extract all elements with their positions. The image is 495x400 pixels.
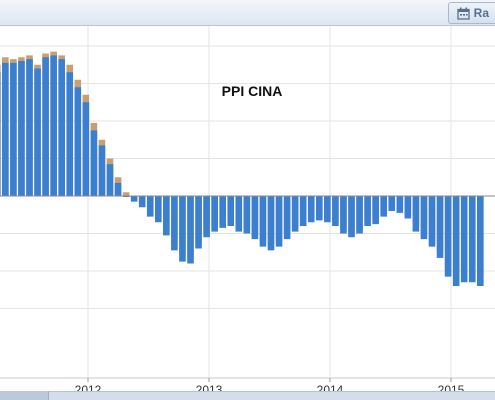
actual-bar[interactable] — [98, 145, 106, 196]
actual-bar[interactable] — [138, 196, 146, 208]
actual-bar[interactable] — [18, 61, 25, 196]
actual-bar[interactable] — [380, 196, 387, 217]
actual-bar[interactable] — [219, 196, 226, 228]
actual-bar[interactable] — [299, 196, 307, 226]
actual-bar[interactable] — [227, 196, 235, 226]
actual-bar[interactable] — [412, 196, 420, 232]
actual-bar[interactable] — [235, 196, 243, 232]
actual-bar[interactable] — [243, 196, 251, 234]
actual-bar[interactable] — [275, 196, 283, 247]
actual-bar[interactable] — [468, 196, 476, 283]
actual-bar[interactable] — [34, 68, 41, 197]
actual-bar[interactable] — [452, 196, 460, 286]
actual-bar[interactable] — [372, 196, 379, 225]
navigator-handle[interactable] — [0, 391, 49, 400]
actual-bar[interactable] — [58, 59, 65, 196]
actual-bar[interactable] — [10, 62, 17, 196]
actual-bar[interactable] — [283, 196, 291, 240]
actual-bar[interactable] — [146, 196, 154, 217]
actual-bar[interactable] — [460, 196, 468, 283]
actual-bar[interactable] — [187, 196, 194, 264]
actual-bar[interactable] — [307, 196, 315, 223]
actual-bar[interactable] — [364, 196, 371, 226]
actual-bar[interactable] — [106, 164, 114, 196]
actual-bar[interactable] — [50, 55, 57, 196]
actual-bar[interactable] — [332, 196, 339, 226]
calendar-icon — [457, 7, 470, 20]
bar-chart: PPI CINA 2012 2013 2014 2015 — [0, 26, 495, 397]
bars — [0, 51, 484, 286]
actual-bar[interactable] — [195, 196, 202, 249]
actual-bar[interactable] — [436, 196, 444, 258]
actual-bar[interactable] — [171, 196, 178, 251]
actual-bar[interactable] — [251, 196, 259, 240]
actual-bar[interactable] — [404, 196, 412, 219]
actual-bar[interactable] — [396, 196, 404, 213]
actual-bar[interactable] — [356, 196, 363, 234]
actual-bar[interactable] — [211, 196, 218, 232]
chart-toolbar: Ra — [0, 0, 495, 26]
actual-bar[interactable] — [348, 196, 355, 238]
actual-bar[interactable] — [82, 102, 90, 196]
actual-bar[interactable] — [66, 72, 74, 196]
actual-bar[interactable] — [388, 196, 396, 211]
forecast-bar[interactable] — [122, 192, 130, 196]
actual-bar[interactable] — [114, 182, 122, 196]
actual-bar[interactable] — [155, 196, 162, 223]
actual-bar[interactable] — [420, 196, 428, 240]
range-button[interactable]: Ra — [447, 2, 495, 24]
actual-bar[interactable] — [163, 196, 170, 236]
actual-bar[interactable] — [26, 59, 33, 196]
actual-bar[interactable] — [477, 196, 484, 286]
actual-bar[interactable] — [74, 87, 82, 196]
actual-bar[interactable] — [203, 196, 210, 238]
actual-bar[interactable] — [0, 72, 1, 196]
actual-bar[interactable] — [267, 196, 275, 251]
navigator-bar[interactable] — [0, 391, 495, 400]
actual-bar[interactable] — [130, 196, 138, 202]
actual-bar[interactable] — [291, 196, 299, 232]
actual-bar[interactable] — [444, 196, 452, 277]
actual-bar[interactable] — [259, 196, 267, 247]
range-button-label: Ra — [473, 6, 489, 20]
actual-bar[interactable] — [324, 196, 331, 223]
actual-bar[interactable] — [42, 57, 49, 196]
actual-bar[interactable] — [340, 196, 347, 234]
chart-title: PPI CINA — [222, 83, 283, 99]
actual-bar[interactable] — [2, 62, 9, 196]
actual-bar[interactable] — [428, 196, 436, 247]
actual-bar[interactable] — [316, 196, 323, 221]
actual-bar[interactable] — [179, 196, 186, 262]
actual-bar[interactable] — [90, 130, 98, 196]
